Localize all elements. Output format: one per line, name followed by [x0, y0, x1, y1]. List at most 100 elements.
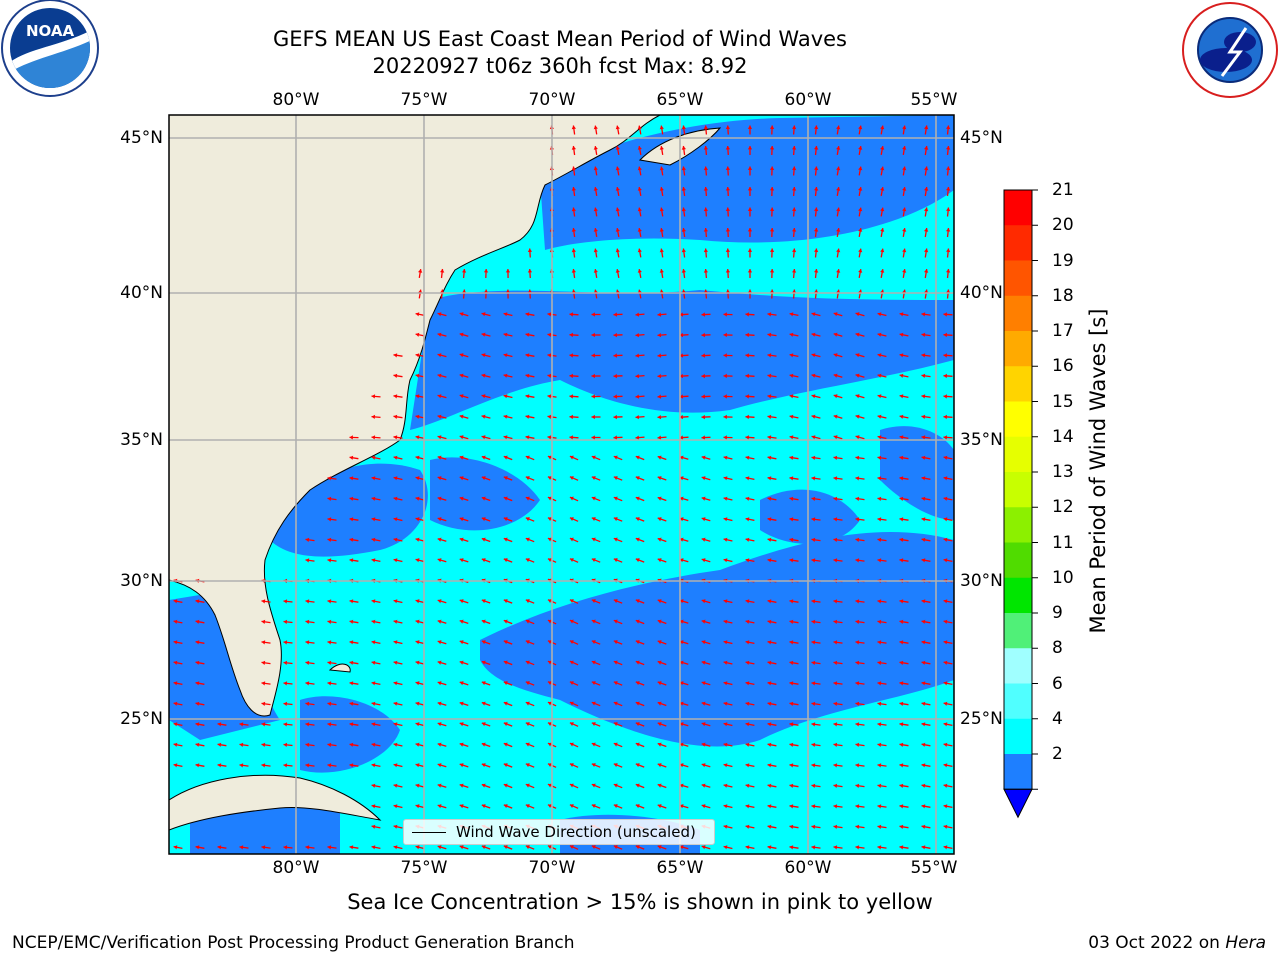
wave-direction-arrowhead: [547, 373, 552, 378]
wave-direction-arrowhead: [877, 804, 882, 809]
colorbar-segment: [1004, 507, 1032, 543]
wave-direction-arrowhead: [833, 537, 838, 542]
wave-direction-arrowhead: [924, 207, 929, 212]
wave-direction-arrowhead: [725, 269, 731, 273]
wave-direction-arrowhead: [593, 228, 598, 232]
lat-label-left-35n: 35°N: [120, 430, 163, 450]
wave-direction-arrowhead: [173, 701, 178, 706]
noaa-logo: NOAA: [1, 0, 99, 97]
wave-direction-arrowhead: [547, 332, 552, 337]
wave-direction-arrowhead: [789, 640, 794, 645]
wave-direction-arrowhead: [703, 248, 708, 253]
wave-direction-arrowhead: [789, 455, 794, 460]
wave-direction-arrowhead: [571, 166, 576, 171]
wave-direction-arrowhead: [767, 353, 772, 358]
wave-direction-arrowhead: [811, 373, 816, 378]
noaa-logo-text: NOAA: [26, 22, 75, 40]
wave-direction-arrowhead: [657, 783, 662, 788]
wave-direction-arrowhead: [921, 681, 926, 686]
wave-direction-arrowhead: [657, 353, 662, 358]
wave-direction-arrowhead: [855, 824, 860, 829]
wave-direction-arrowhead: [921, 824, 926, 829]
wave-direction-arrowhead: [613, 742, 618, 747]
wave-direction-arrowhead: [635, 619, 640, 624]
wave-direction-arrowhead: [437, 845, 442, 850]
colorbar-segment: [1004, 190, 1032, 226]
wave-direction-arrowhead: [921, 353, 926, 358]
wave-direction-arrowhead: [745, 414, 749, 420]
wave-direction-arrowhead: [327, 640, 332, 645]
wave-direction-arrowhead: [811, 681, 816, 686]
wave-direction-arrowhead: [503, 435, 508, 440]
lat-label-left-30n: 30°N: [120, 571, 163, 591]
wave-direction-arrowhead: [261, 619, 266, 624]
wave-direction-arrowhead: [525, 701, 530, 706]
wave-direction-arrowhead: [703, 207, 708, 212]
wave-direction-arrowhead: [855, 783, 860, 788]
wave-direction-arrowhead: [723, 455, 728, 460]
wave-direction-arrowhead: [437, 783, 442, 788]
colorbar-segment: [1004, 401, 1032, 438]
wave-direction-arrowhead: [723, 496, 728, 501]
colorbar-tick-label: 10: [1052, 567, 1074, 588]
wave-direction-arrowhead: [836, 125, 841, 130]
wave-direction-arrowhead: [635, 455, 640, 460]
wave-direction-arrowhead: [701, 640, 706, 645]
wave-direction-arrowhead: [459, 681, 464, 686]
wave-direction-arrowhead: [393, 722, 398, 727]
wave-direction-arrowhead: [943, 722, 948, 727]
wave-direction-arrowhead: [613, 394, 617, 399]
wave-direction-arrowhead: [701, 783, 706, 788]
wave-direction-arrowhead: [767, 558, 772, 563]
wave-direction-arrowhead: [811, 763, 816, 768]
wave-direction-arrowhead: [657, 394, 662, 399]
wave-direction-arrowhead: [591, 496, 596, 501]
lat-label-right-45n: 45°N: [960, 128, 1003, 148]
wave-direction-arrowhead: [481, 681, 486, 686]
wave-direction-arrowhead: [855, 394, 860, 399]
wave-direction-arrowhead: [437, 455, 442, 460]
wave-direction-arrowhead: [855, 701, 860, 706]
wave-direction-arrowhead: [613, 476, 618, 481]
wave-direction-arrowhead: [789, 742, 794, 747]
wave-direction-arrowhead: [924, 125, 929, 130]
wave-direction-arrowhead: [459, 845, 464, 850]
wave-direction-arrowhead: [481, 783, 486, 788]
wave-direction-arrowhead: [547, 660, 552, 665]
sea-ice-note: Sea Ice Concentration > 15% is shown in …: [347, 890, 933, 914]
wave-direction-arrowhead: [921, 722, 926, 727]
wave-direction-arrowhead: [173, 742, 178, 747]
wave-direction-arrowhead: [811, 435, 816, 440]
wave-direction-arrowhead: [547, 701, 552, 706]
wave-direction-arrowhead: [725, 207, 731, 211]
wave-direction-arrowhead: [880, 187, 885, 191]
wave-direction-arrowhead: [239, 742, 244, 747]
wave-direction-arrowhead: [615, 269, 620, 273]
wave-direction-arrowhead: [745, 476, 750, 481]
chart-subtitle: 20220927 t06z 360h fcst Max: 8.92: [372, 54, 748, 78]
colorbar-tick-label: 4: [1052, 708, 1063, 729]
wave-direction-arrowhead: [701, 537, 706, 542]
wave-direction-arrowhead: [591, 599, 596, 603]
wave-direction-arrowhead: [723, 701, 728, 706]
lon-label-top-60w: 60°W: [784, 90, 832, 110]
wave-direction-arrowhead: [747, 269, 753, 273]
wave-direction-arrowhead: [415, 394, 420, 399]
wave-direction-arrowhead: [745, 435, 749, 440]
wave-direction-arrowhead: [921, 558, 926, 563]
wave-direction-arrowhead: [371, 517, 376, 522]
wave-direction-arrowhead: [283, 681, 288, 686]
wave-direction-arrowhead: [503, 414, 508, 419]
wave-direction-arrowhead: [569, 332, 573, 338]
wave-direction-arrowhead: [811, 517, 816, 522]
wave-direction-arrowhead: [814, 269, 819, 273]
wave-direction-arrowhead: [195, 640, 200, 645]
wave-direction-arrowhead: [701, 722, 706, 727]
wave-direction-arrowhead: [877, 312, 882, 317]
wave-direction-arrowhead: [833, 394, 838, 399]
wave-direction-arrowhead: [547, 763, 552, 767]
wave-direction-arrowhead: [415, 455, 420, 460]
wave-direction-arrowhead: [789, 845, 794, 850]
wave-direction-arrowhead: [327, 558, 332, 563]
wave-direction-arrowhead: [855, 332, 860, 337]
